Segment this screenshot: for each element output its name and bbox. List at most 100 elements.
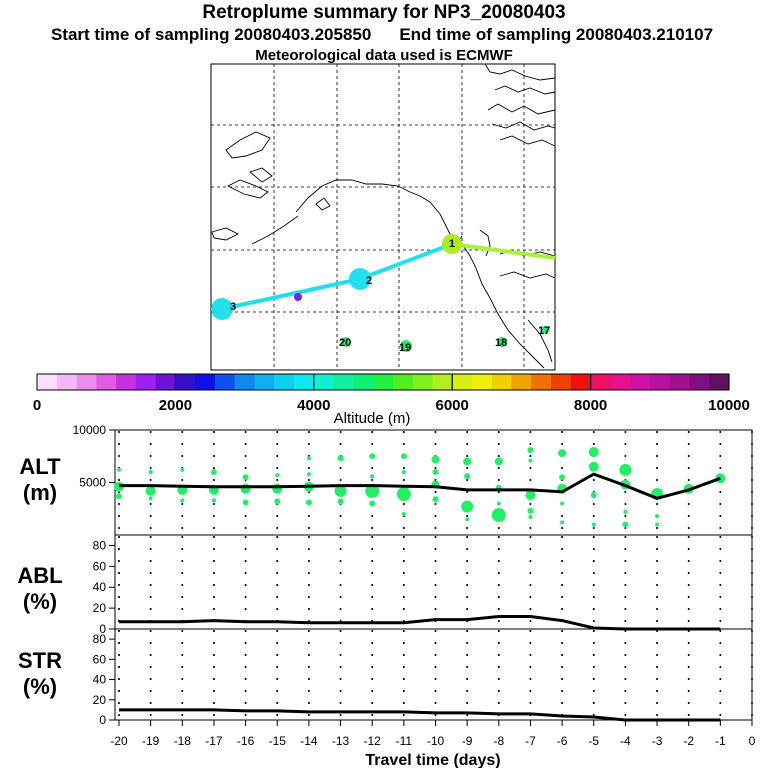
map-day-labels: 3 2 1 20 19 18 17 bbox=[230, 238, 550, 354]
trajectory-day-marker-2 bbox=[349, 268, 371, 290]
altitude-bubble bbox=[528, 458, 533, 463]
colorbar-cell bbox=[234, 374, 256, 390]
colorbar-cell bbox=[610, 374, 631, 390]
altitude-bubble bbox=[463, 457, 472, 466]
colorbar-cell bbox=[590, 374, 611, 390]
x-tick-label: -15 bbox=[269, 734, 287, 748]
map-gridlines bbox=[211, 64, 555, 370]
abl-gridlines bbox=[118, 536, 753, 629]
day-label-19: 19 bbox=[399, 342, 411, 354]
altitude-bubble bbox=[496, 501, 501, 506]
x-tick-label: -10 bbox=[427, 734, 445, 748]
altitude-bubble bbox=[242, 474, 249, 481]
x-tick-label: -14 bbox=[300, 734, 318, 748]
alt-yticks: 5000 10000 bbox=[73, 423, 115, 490]
altitude-bubble bbox=[242, 499, 249, 506]
altitude-bubble bbox=[400, 453, 407, 460]
abl-yunit: (%) bbox=[23, 589, 57, 614]
y-tick-label: 60 bbox=[93, 652, 107, 666]
altitude-bubble bbox=[588, 447, 599, 458]
day-marker-19 bbox=[400, 340, 412, 352]
colorbar-cell bbox=[491, 374, 513, 390]
colorbar-cell bbox=[531, 374, 552, 390]
altitude-bubble bbox=[369, 500, 376, 507]
colorbar-cell bbox=[313, 374, 335, 390]
y-tick-label: 80 bbox=[93, 538, 107, 552]
trajectory-segment-late bbox=[451, 242, 556, 260]
altitude-bubble bbox=[590, 492, 597, 499]
y-tick-label: 0 bbox=[99, 622, 106, 636]
day-label-1: 1 bbox=[449, 238, 455, 250]
colorbar-cell bbox=[630, 374, 651, 390]
colorbar-cell bbox=[254, 374, 275, 390]
colorbar-cell bbox=[432, 374, 453, 390]
met-data-label: Meteorological data used is ECMWF bbox=[255, 47, 513, 64]
altitude-bubble bbox=[432, 496, 439, 503]
colorbar-frame bbox=[36, 373, 730, 391]
x-tick-label: -18 bbox=[174, 734, 192, 748]
colorbar-cell bbox=[116, 374, 137, 390]
x-tick-label: -19 bbox=[142, 734, 160, 748]
x-tick-label: -7 bbox=[525, 734, 536, 748]
altitude-bubble bbox=[210, 469, 217, 475]
day-label-20: 20 bbox=[339, 337, 351, 349]
x-tick-label: -16 bbox=[237, 734, 255, 748]
colorbar-label: Altitude (m) bbox=[334, 410, 411, 427]
x-axis-label: Travel time (days) bbox=[365, 752, 500, 768]
altitude-bubble bbox=[148, 496, 153, 501]
altitude-bubble bbox=[401, 470, 406, 474]
altitude-bubble bbox=[116, 493, 122, 500]
trajectory-segment-mid bbox=[359, 242, 453, 281]
x-tick-label: -8 bbox=[493, 734, 504, 748]
colorbar-cell bbox=[452, 374, 473, 390]
str-plot-frame bbox=[114, 628, 753, 721]
y-tick-label: 80 bbox=[93, 632, 107, 646]
altitude-bubble bbox=[655, 522, 660, 527]
altitude-bubble bbox=[588, 461, 599, 472]
altitude-bubble bbox=[528, 515, 533, 520]
altitude-colorbar: 0 2000 4000 6000 8000 10000 Altitude (m) bbox=[33, 373, 750, 427]
colorbar-cell bbox=[195, 374, 216, 390]
y-tick-label: 20 bbox=[93, 601, 107, 615]
colorbar-cell bbox=[274, 374, 295, 390]
colorbar-cell bbox=[511, 374, 532, 390]
trajectory-day-marker-3 bbox=[211, 298, 233, 320]
str-yunit: (%) bbox=[23, 674, 57, 699]
y-tick-label: 5000 bbox=[79, 476, 106, 490]
colorbar-cell bbox=[333, 374, 354, 390]
altitude-bubble bbox=[275, 473, 280, 478]
altitude-bubble bbox=[560, 501, 565, 506]
colorbar-cell bbox=[353, 374, 374, 390]
altitude-bubble bbox=[365, 483, 380, 498]
abl-yticks: 0 20 40 60 80 bbox=[93, 538, 115, 636]
colorbar-tick-label: 8000 bbox=[574, 397, 607, 414]
colorbar-tick-label: 6000 bbox=[436, 397, 469, 414]
colorbar-cell bbox=[709, 374, 730, 390]
colorbar-cell bbox=[294, 374, 315, 390]
colorbar-cell bbox=[551, 374, 572, 390]
str-series-line bbox=[119, 708, 721, 722]
trajectory-day-marker-1 bbox=[442, 234, 462, 254]
altitude-bubble bbox=[334, 484, 347, 497]
altitude-bubble bbox=[655, 514, 660, 519]
colorbar-cell bbox=[76, 374, 97, 390]
coastlines bbox=[211, 63, 556, 369]
altitude-bubble bbox=[117, 467, 121, 472]
y-tick-label: 40 bbox=[93, 580, 107, 594]
str-ylabel: STR bbox=[18, 648, 62, 673]
altitude-bubble bbox=[145, 485, 156, 496]
altitude-bubble bbox=[148, 470, 153, 474]
altitude-bubble bbox=[591, 522, 596, 527]
y-tick-label: 0 bbox=[99, 713, 106, 727]
altitude-bubble bbox=[180, 498, 185, 503]
x-tick-label: -11 bbox=[396, 734, 413, 748]
x-tick-label: -12 bbox=[364, 734, 382, 748]
colorbar-cell bbox=[471, 374, 493, 390]
altitude-bubble bbox=[306, 472, 311, 477]
altitude-bubble bbox=[558, 449, 567, 458]
colorbar-cell bbox=[689, 374, 710, 390]
day-marker-20 bbox=[341, 337, 351, 347]
day-marker-18 bbox=[497, 337, 507, 347]
altitude-bubble bbox=[370, 474, 375, 479]
